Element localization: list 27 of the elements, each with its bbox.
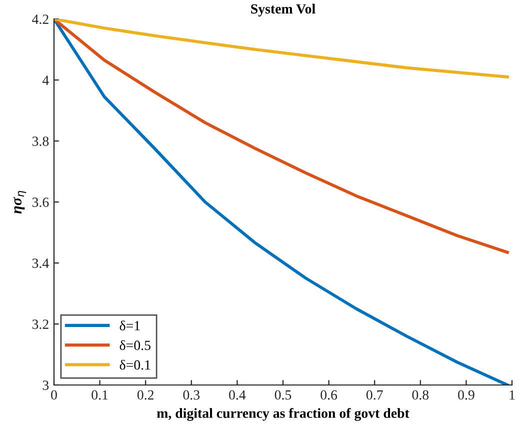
x-tick-label: 0: [51, 390, 57, 400]
y-tick-label: 4.2: [32, 14, 48, 24]
y-tick-label: 3.8: [32, 136, 49, 146]
y-axis-title: ησ$_{η}$: [13, 190, 26, 214]
x-tick-label: 0.5: [274, 390, 292, 400]
legend-label: δ=0.5: [120, 340, 150, 350]
x-tick-label: 0.1: [92, 390, 108, 400]
y-tick-label: 3: [42, 380, 49, 390]
x-axis-title: m, digital currency as fraction of govt debt: [156, 408, 410, 421]
chart-title: System Vol: [251, 4, 316, 16]
y-tick-label: 4: [42, 76, 49, 85]
x-tick-label: 0.7: [366, 390, 383, 400]
line-series: [54, 19, 509, 254]
x-tick-label: 0.9: [458, 390, 474, 400]
x-tick-label: 0.3: [183, 390, 200, 400]
line-series: [54, 19, 509, 385]
x-tick-label: 1: [510, 390, 515, 400]
x-tick-label: 0.6: [320, 390, 338, 400]
legend-label: δ=0.1: [120, 360, 150, 370]
line-series: [54, 19, 509, 78]
y-tick-label: 3.2: [32, 320, 48, 330]
y-tick-label: 3.6: [32, 198, 49, 208]
legend-label: δ=1: [120, 320, 140, 330]
x-tick-label: 0.4: [229, 390, 246, 400]
x-tick-label: 0.2: [137, 390, 154, 400]
y-tick-label: 3.4: [32, 258, 49, 268]
x-tick-label: 0.8: [412, 390, 429, 400]
